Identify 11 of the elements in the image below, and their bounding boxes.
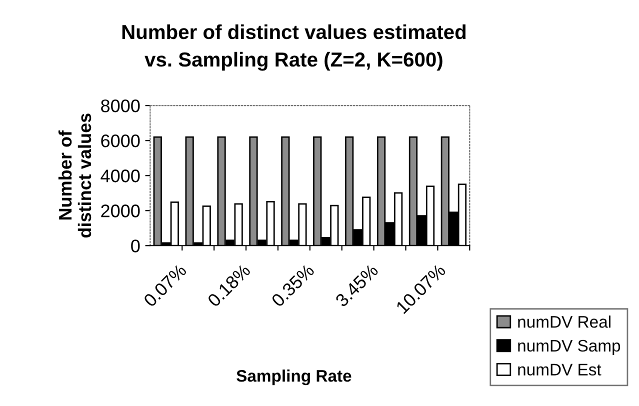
y-axis-title: Number of distinct values xyxy=(58,114,92,238)
y-tick-label: 4000 xyxy=(100,170,140,182)
legend-label: numDV Est xyxy=(518,364,602,376)
y-tick-label: 0 xyxy=(131,240,140,252)
legend-label: numDV Real xyxy=(518,316,610,328)
y-tick-label: 2000 xyxy=(101,204,140,218)
chart-title: Number of distinct values estimated vs. Sampling Rate (Z=2, K=600) xyxy=(122,24,466,71)
legend-label: numDV Samp xyxy=(518,340,620,355)
x-axis-title: Sampling Rate xyxy=(236,370,352,386)
y-tick-label: 6000 xyxy=(101,134,140,148)
y-tick-label: 8000 xyxy=(101,99,140,112)
